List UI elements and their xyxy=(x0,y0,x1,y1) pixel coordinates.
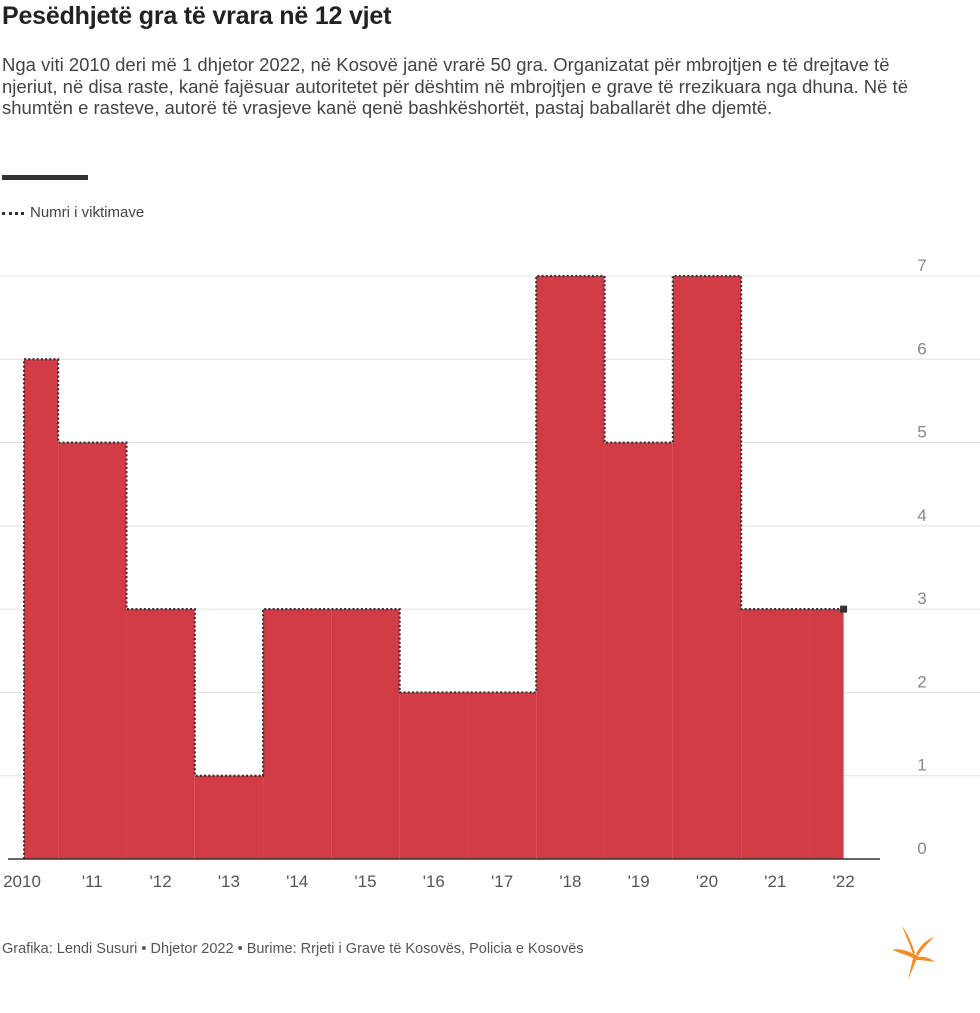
x-tick-label: 2010 xyxy=(3,872,41,891)
series-line xyxy=(22,274,844,859)
chart-subtitle: Nga viti 2010 deri më 1 dhjetor 2022, në… xyxy=(2,54,908,118)
y-tick-label: 0 xyxy=(917,839,926,858)
rfe-logo-icon xyxy=(892,926,935,980)
chart-title: Pesëdhjetë gra të vrara në 12 vjet xyxy=(2,2,392,30)
area-step xyxy=(58,442,127,859)
x-tick-label: '16 xyxy=(423,872,445,891)
area-step xyxy=(809,609,844,859)
x-tick-label: '18 xyxy=(559,872,581,891)
area-step xyxy=(604,442,673,859)
y-tick-label: 2 xyxy=(917,672,926,691)
area-step xyxy=(536,276,605,859)
area-step xyxy=(263,609,332,859)
area-step xyxy=(672,276,742,859)
step-area-chart: 2010 '11 '12 '13 '14 '15 '16 '17 '18 '19 '20 '21 '22… xyxy=(0,256,980,891)
area-step xyxy=(24,359,59,859)
y-tick-layer: 0 1 2 3 4 5 6 7 xyxy=(917,256,926,858)
y-tick-label: 6 xyxy=(917,339,926,358)
legend-dotted-line-icon xyxy=(2,212,24,215)
area-step xyxy=(399,692,468,859)
area-layer xyxy=(22,274,848,859)
x-tick-label: '20 xyxy=(696,872,718,891)
x-tick-label: '11 xyxy=(82,872,103,891)
area-step xyxy=(331,609,400,859)
y-tick-label: 3 xyxy=(917,589,926,608)
y-tick-label: 7 xyxy=(917,256,926,275)
area-step xyxy=(194,775,264,859)
x-tick-label: '19 xyxy=(628,872,650,891)
x-tick-label: '17 xyxy=(491,872,513,891)
y-tick-label: 4 xyxy=(917,506,926,525)
area-step xyxy=(126,609,195,859)
legend-label: Numri i viktimave xyxy=(30,204,145,221)
x-tick-label: '14 xyxy=(286,872,308,891)
x-tick-label: '22 xyxy=(833,872,855,891)
area-step xyxy=(741,609,810,859)
title-rule xyxy=(2,175,88,180)
y-tick-label: 1 xyxy=(917,756,926,775)
source-credit: Grafika: Lendi Susuri • Dhjetor 2022 • B… xyxy=(2,941,584,957)
x-tick-label: '13 xyxy=(218,872,240,891)
legend: Numri i viktimave xyxy=(2,204,144,221)
x-tick-label: '21 xyxy=(764,872,786,891)
x-tick-label: '15 xyxy=(354,872,376,891)
y-tick-label: 5 xyxy=(917,423,926,442)
x-tick-label: '12 xyxy=(150,872,172,891)
x-tick-layer: 2010 '11 '12 '13 '14 '15 '16 '17 '18 '19 '20 '21 '22 xyxy=(3,872,855,891)
area-step xyxy=(467,692,537,859)
end-point-marker xyxy=(840,605,848,613)
